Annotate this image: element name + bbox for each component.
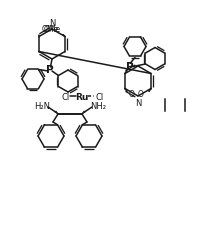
Text: Ru: Ru (75, 92, 89, 101)
Text: N: N (49, 19, 55, 28)
Text: Cl: Cl (62, 92, 70, 101)
Text: OMe: OMe (42, 25, 59, 34)
Text: P: P (46, 65, 54, 75)
Text: N: N (135, 98, 141, 108)
Text: O: O (138, 90, 144, 98)
Polygon shape (82, 112, 85, 114)
Text: NH₂: NH₂ (90, 102, 106, 111)
Text: Cl: Cl (96, 92, 104, 101)
Text: H₂N: H₂N (34, 102, 50, 111)
Polygon shape (55, 112, 58, 114)
Text: P: P (126, 62, 134, 72)
Text: O: O (129, 90, 135, 98)
Text: OMe: OMe (44, 25, 61, 34)
